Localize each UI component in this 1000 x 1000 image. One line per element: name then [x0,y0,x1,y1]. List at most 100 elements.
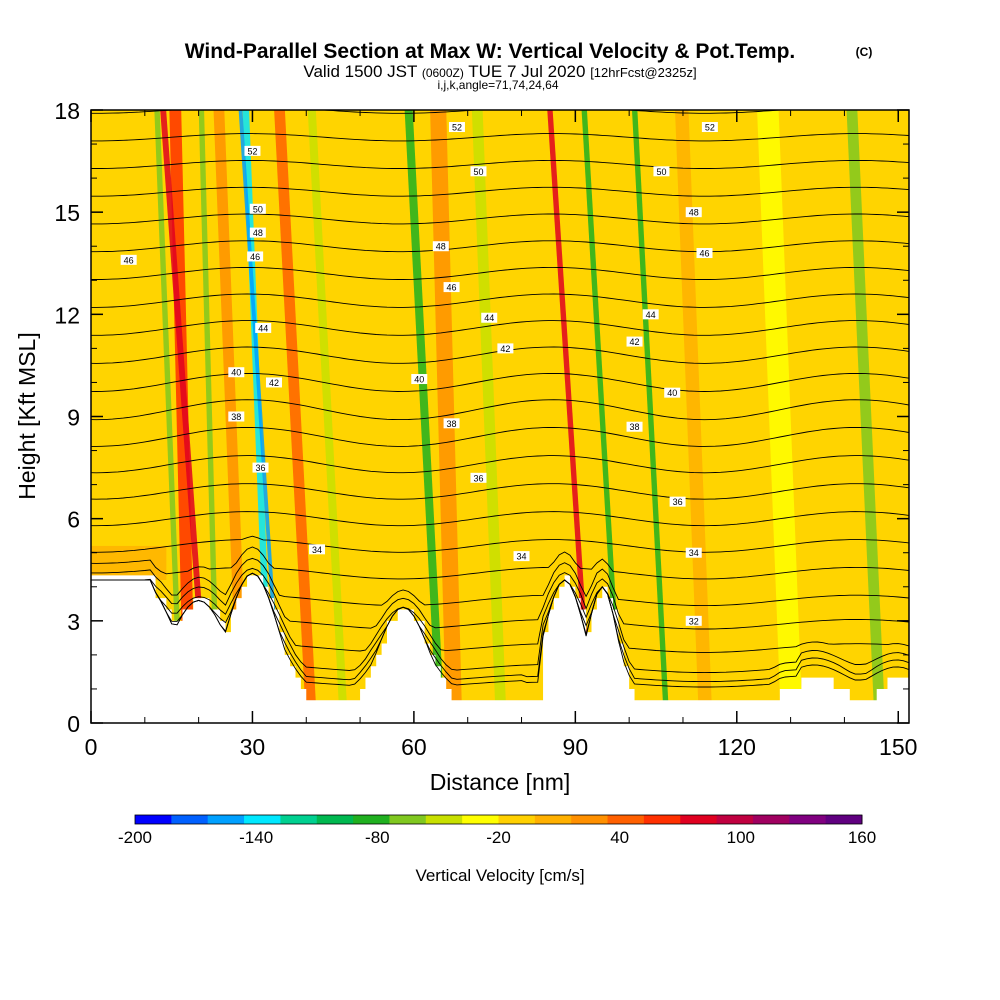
theta-contour-line [91,572,909,674]
contour-label-box [432,241,449,252]
contour-label: 38 [228,411,245,422]
contour-label-text: 52 [705,123,715,133]
contour-label: 50 [653,166,670,177]
colorbar-swatch [716,815,754,824]
colorbar-swatch [680,815,718,824]
contour-label-text: 48 [689,208,699,218]
colorbar-swatch [752,815,790,824]
contour-label: 50 [249,203,266,214]
contour-label: 44 [481,312,498,323]
contour-label-text: 34 [312,545,322,555]
y-tick-label: 6 [67,507,80,533]
y-tick-label: 12 [54,302,80,328]
theta-contour-line [91,213,909,225]
contour-label: 44 [255,322,272,333]
colorbar-tick-label: 40 [610,828,629,847]
colorbar-tick-label: -20 [486,828,511,847]
theta-contour-line [91,557,909,607]
colorbar-tick-label: -80 [365,828,390,847]
theta-contours [91,110,909,688]
contour-label-box [685,207,702,218]
contour-label-box [249,227,266,238]
colorbar-swatch [825,815,863,824]
theta-contour-line [91,483,909,500]
contour-label-text: 50 [253,204,263,214]
contour-label-box [244,145,261,156]
contour-label-box [470,472,487,483]
contour-label-text: 50 [473,167,483,177]
subtitle-zulu: (0600Z) [422,66,464,80]
contour-label-box [249,203,266,214]
contour-label: 44 [642,309,659,320]
contour-label-text: 36 [256,463,266,473]
x-tick-label: 90 [563,734,589,760]
contour-label: 40 [228,367,245,378]
contour-label-text: 42 [500,344,510,354]
contour-label-text: 38 [447,419,457,429]
theta-contour-line [91,293,909,308]
theta-contour-line [91,535,909,553]
contour-label-box [120,254,137,265]
contour-label-text: 34 [517,552,527,562]
contour-label: 46 [696,248,713,259]
theta-contour-line [91,455,909,474]
contour-label-box [411,374,428,385]
contour-label: 38 [443,418,460,429]
contour-label: 34 [685,547,702,558]
contour-label-text: 46 [699,249,709,259]
y-tick-label: 3 [67,609,80,635]
contour-label-text: 42 [269,378,279,388]
terrain-mask [91,575,909,723]
colorbar-label: Vertical Velocity [cm/s] [415,866,584,885]
colorbar-swatch [389,815,427,824]
theta-contour-line [91,427,909,447]
x-axis: 0 30 60 90 120 150 [85,110,917,760]
contour-label: 48 [249,227,266,238]
theta-contour-line [91,133,909,142]
theta-contour-line [91,159,909,169]
contour-label: 36 [252,462,269,473]
contour-label: 52 [701,122,718,133]
contour-label: 34 [513,551,530,562]
contour-label-text: 36 [473,473,483,483]
contour-label-box [642,309,659,320]
contour-label-box [470,166,487,177]
colorbar-swatch [171,815,209,824]
contour-label-box [228,367,245,378]
x-tick-label: 120 [718,734,756,760]
theta-contour-line [91,372,909,392]
velocity-band [274,110,317,723]
contour-label-box [265,377,282,388]
contour-label-box [228,411,245,422]
contour-label: 42 [497,343,514,354]
colorbar-swatch [571,815,609,824]
contour-label-text: 34 [689,548,699,558]
contour-label-text: 40 [667,388,677,398]
theta-contour-line [91,572,909,683]
theta-contour-line [91,511,909,527]
x-tick-label: 150 [879,734,917,760]
y-tick-label: 18 [54,98,80,124]
contour-label-text: 48 [253,228,263,238]
contour-label-box [685,615,702,626]
contour-label-text: 44 [258,323,268,333]
contour-label-box [309,544,326,555]
contour-label-box [626,336,643,347]
contour-label-box [653,166,670,177]
theta-contour-line [91,266,909,280]
contour-label-text: 40 [414,375,424,385]
contour-label-text: 50 [656,167,666,177]
contour-label-text: 44 [646,310,656,320]
contour-label-text: 46 [124,255,134,265]
contour-label-text: 36 [673,497,683,507]
contour-label: 46 [247,251,264,262]
contour-label: 36 [470,472,487,483]
colorbar-swatch [280,815,318,824]
contour-label: 50 [470,166,487,177]
colorbar-frame [134,814,863,825]
colorbar-swatch [207,815,245,824]
colorbar-swatch [498,815,536,824]
contour-label: 36 [669,496,686,507]
colorbar-swatch [425,815,463,824]
